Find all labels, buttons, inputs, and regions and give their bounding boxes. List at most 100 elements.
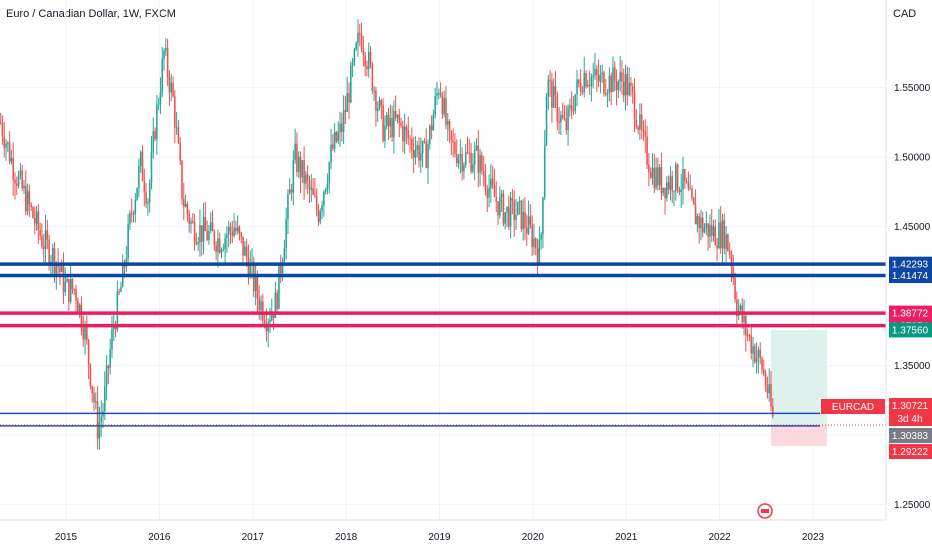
candle-body xyxy=(759,349,762,359)
candle-body xyxy=(497,201,499,216)
candle-body xyxy=(82,328,85,340)
candle-body xyxy=(21,170,23,189)
candle-body xyxy=(644,131,647,137)
candle-body xyxy=(342,110,345,132)
candle-body xyxy=(335,132,338,142)
candle-body xyxy=(531,224,533,247)
candle-body xyxy=(215,245,217,253)
candle-body xyxy=(197,242,199,244)
candle-body xyxy=(263,320,266,325)
candle-body xyxy=(436,93,438,97)
candle-body xyxy=(445,97,447,125)
candle-body xyxy=(290,189,293,193)
event-flag-icon[interactable] xyxy=(757,503,773,519)
candle-body xyxy=(579,83,582,92)
candle-body xyxy=(678,189,681,193)
candle-body xyxy=(346,93,349,112)
candle-body xyxy=(398,114,401,123)
candle-body xyxy=(0,122,2,124)
candle-body xyxy=(371,63,374,92)
candle-body xyxy=(60,264,63,272)
candle-body xyxy=(362,49,365,56)
stop-loss-price: 1.29222 xyxy=(892,447,929,458)
candles-layer xyxy=(0,19,774,450)
candle-body xyxy=(714,226,717,246)
candle-body xyxy=(561,114,564,118)
candle-body xyxy=(657,167,659,186)
candle-body xyxy=(696,215,699,225)
x-tick-label: 2018 xyxy=(335,532,358,543)
candle-body xyxy=(590,76,593,86)
candle-body xyxy=(606,92,609,95)
candle-body xyxy=(543,145,546,198)
candle-body xyxy=(308,180,311,190)
candle-body xyxy=(558,121,560,123)
candle-body xyxy=(209,222,212,231)
candle-body xyxy=(157,103,160,105)
candle-body xyxy=(138,166,140,188)
candle-body xyxy=(664,187,666,199)
candle-body xyxy=(407,129,410,139)
candle-body xyxy=(662,187,665,193)
candle-body xyxy=(405,126,408,130)
candle-body xyxy=(680,189,682,193)
candle-body xyxy=(484,176,487,190)
candle-body xyxy=(15,183,18,186)
candle-body xyxy=(333,132,336,149)
candle-body xyxy=(703,227,706,233)
candle-body xyxy=(520,200,523,230)
candle-body xyxy=(452,140,454,142)
candle-body xyxy=(156,104,158,140)
position-zones xyxy=(770,329,828,446)
candle-body xyxy=(427,144,429,169)
candle-body xyxy=(224,238,226,250)
candle-body xyxy=(172,82,174,97)
candle-body xyxy=(621,72,623,82)
candle-body xyxy=(364,55,366,66)
candle-body xyxy=(145,192,147,204)
candle-body xyxy=(132,213,135,215)
candle-body xyxy=(511,198,514,201)
candle-body xyxy=(748,335,751,337)
candle-body xyxy=(258,298,261,311)
candle-body xyxy=(754,346,756,362)
candle-body xyxy=(626,74,629,95)
candle-body xyxy=(698,215,700,229)
candle-body xyxy=(165,48,167,51)
candle-body xyxy=(479,155,481,173)
candle-body xyxy=(380,100,383,106)
candle-body xyxy=(725,234,727,249)
candle-body xyxy=(549,79,551,81)
candle-body xyxy=(687,182,690,190)
candle-body xyxy=(425,141,428,169)
candle-body xyxy=(190,221,192,224)
candle-body xyxy=(409,138,411,140)
candle-body xyxy=(384,126,386,141)
candle-body xyxy=(504,212,507,224)
candle-body xyxy=(314,194,316,196)
candle-body xyxy=(358,32,361,35)
candle-body xyxy=(486,189,489,198)
candle-body xyxy=(269,320,271,323)
time-axis[interactable]: 2015 2016 2017 2018 2019 2020 2021 2022 2023 xyxy=(55,532,825,543)
candle-body xyxy=(326,183,329,189)
candle-body xyxy=(181,160,183,200)
stop-loss-zone xyxy=(770,424,828,446)
candle-body xyxy=(671,176,674,192)
candle-body xyxy=(669,176,672,190)
candle-body xyxy=(296,143,298,172)
candle-body xyxy=(208,230,210,240)
candle-body xyxy=(276,292,278,309)
candle-body xyxy=(134,199,137,215)
candle-body xyxy=(114,326,117,330)
candle-body xyxy=(233,227,235,236)
candle-body xyxy=(184,203,187,207)
candle-body xyxy=(718,222,720,248)
x-tick-label: 2020 xyxy=(522,532,545,543)
candle-body xyxy=(32,207,34,218)
candle-body xyxy=(560,114,562,123)
level-price-label: 1.42293 xyxy=(892,260,929,271)
candle-body xyxy=(448,121,451,132)
y-tick-label: 1.55000 xyxy=(894,83,931,94)
